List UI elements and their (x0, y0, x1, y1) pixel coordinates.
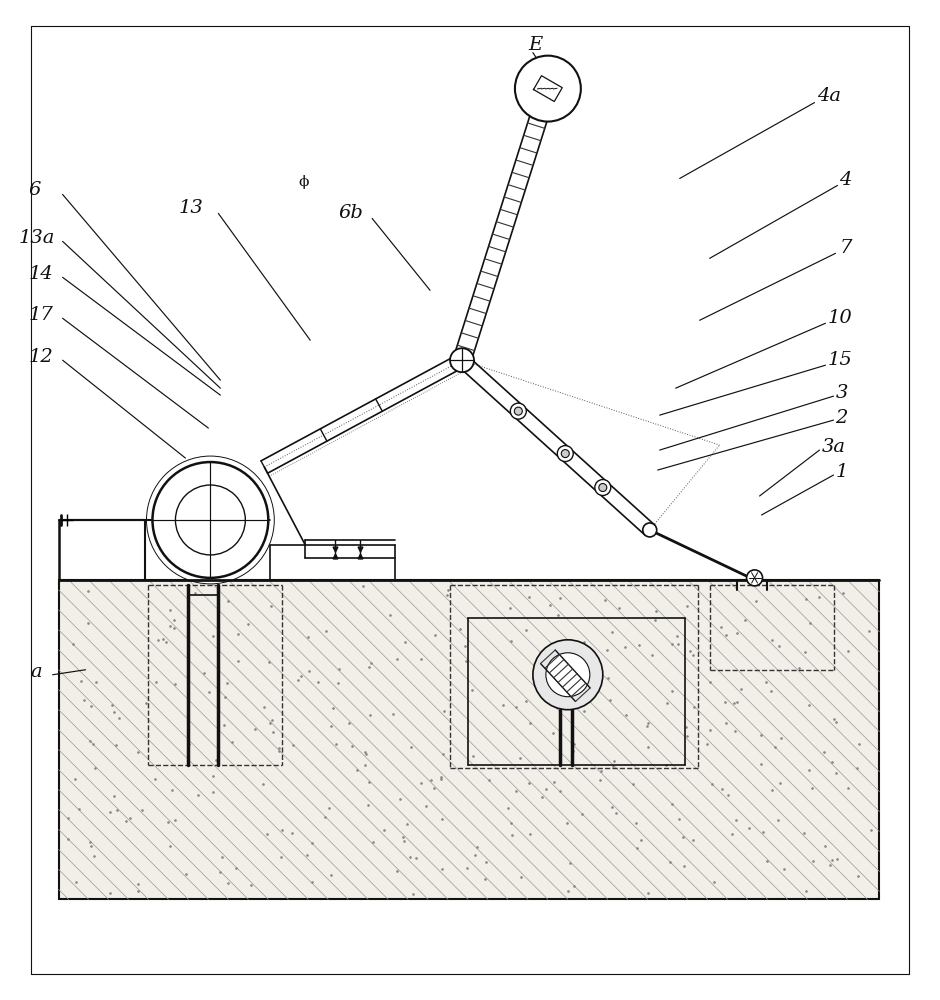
Circle shape (176, 485, 245, 555)
Text: 15: 15 (827, 351, 853, 369)
Circle shape (595, 480, 611, 496)
Text: 13: 13 (179, 199, 203, 217)
Text: E: E (528, 36, 542, 54)
Bar (58, 580, 880, 899)
Text: 7: 7 (839, 239, 852, 257)
Text: 10: 10 (827, 309, 853, 327)
Circle shape (152, 462, 268, 578)
Circle shape (643, 523, 657, 537)
Circle shape (450, 348, 474, 372)
Text: 3: 3 (836, 384, 848, 402)
Circle shape (147, 456, 274, 584)
Circle shape (599, 484, 607, 492)
Text: 6: 6 (28, 181, 41, 199)
Text: 3a: 3a (822, 438, 845, 456)
Text: 12: 12 (28, 348, 54, 366)
Text: 6b: 6b (338, 204, 363, 222)
Text: ϕ: ϕ (298, 175, 308, 189)
Circle shape (533, 640, 603, 710)
Text: 4a: 4a (818, 87, 841, 105)
Text: a: a (31, 663, 42, 681)
Circle shape (510, 403, 526, 419)
Text: 17: 17 (28, 306, 54, 324)
Text: 4: 4 (839, 171, 852, 189)
Text: 2: 2 (836, 409, 848, 427)
Circle shape (746, 570, 762, 586)
Circle shape (515, 56, 581, 122)
Circle shape (514, 407, 523, 415)
Text: 1: 1 (836, 463, 848, 481)
Circle shape (561, 450, 570, 458)
Circle shape (546, 653, 589, 697)
Text: 13a: 13a (19, 229, 55, 247)
Circle shape (557, 446, 573, 462)
Text: 14: 14 (28, 265, 54, 283)
